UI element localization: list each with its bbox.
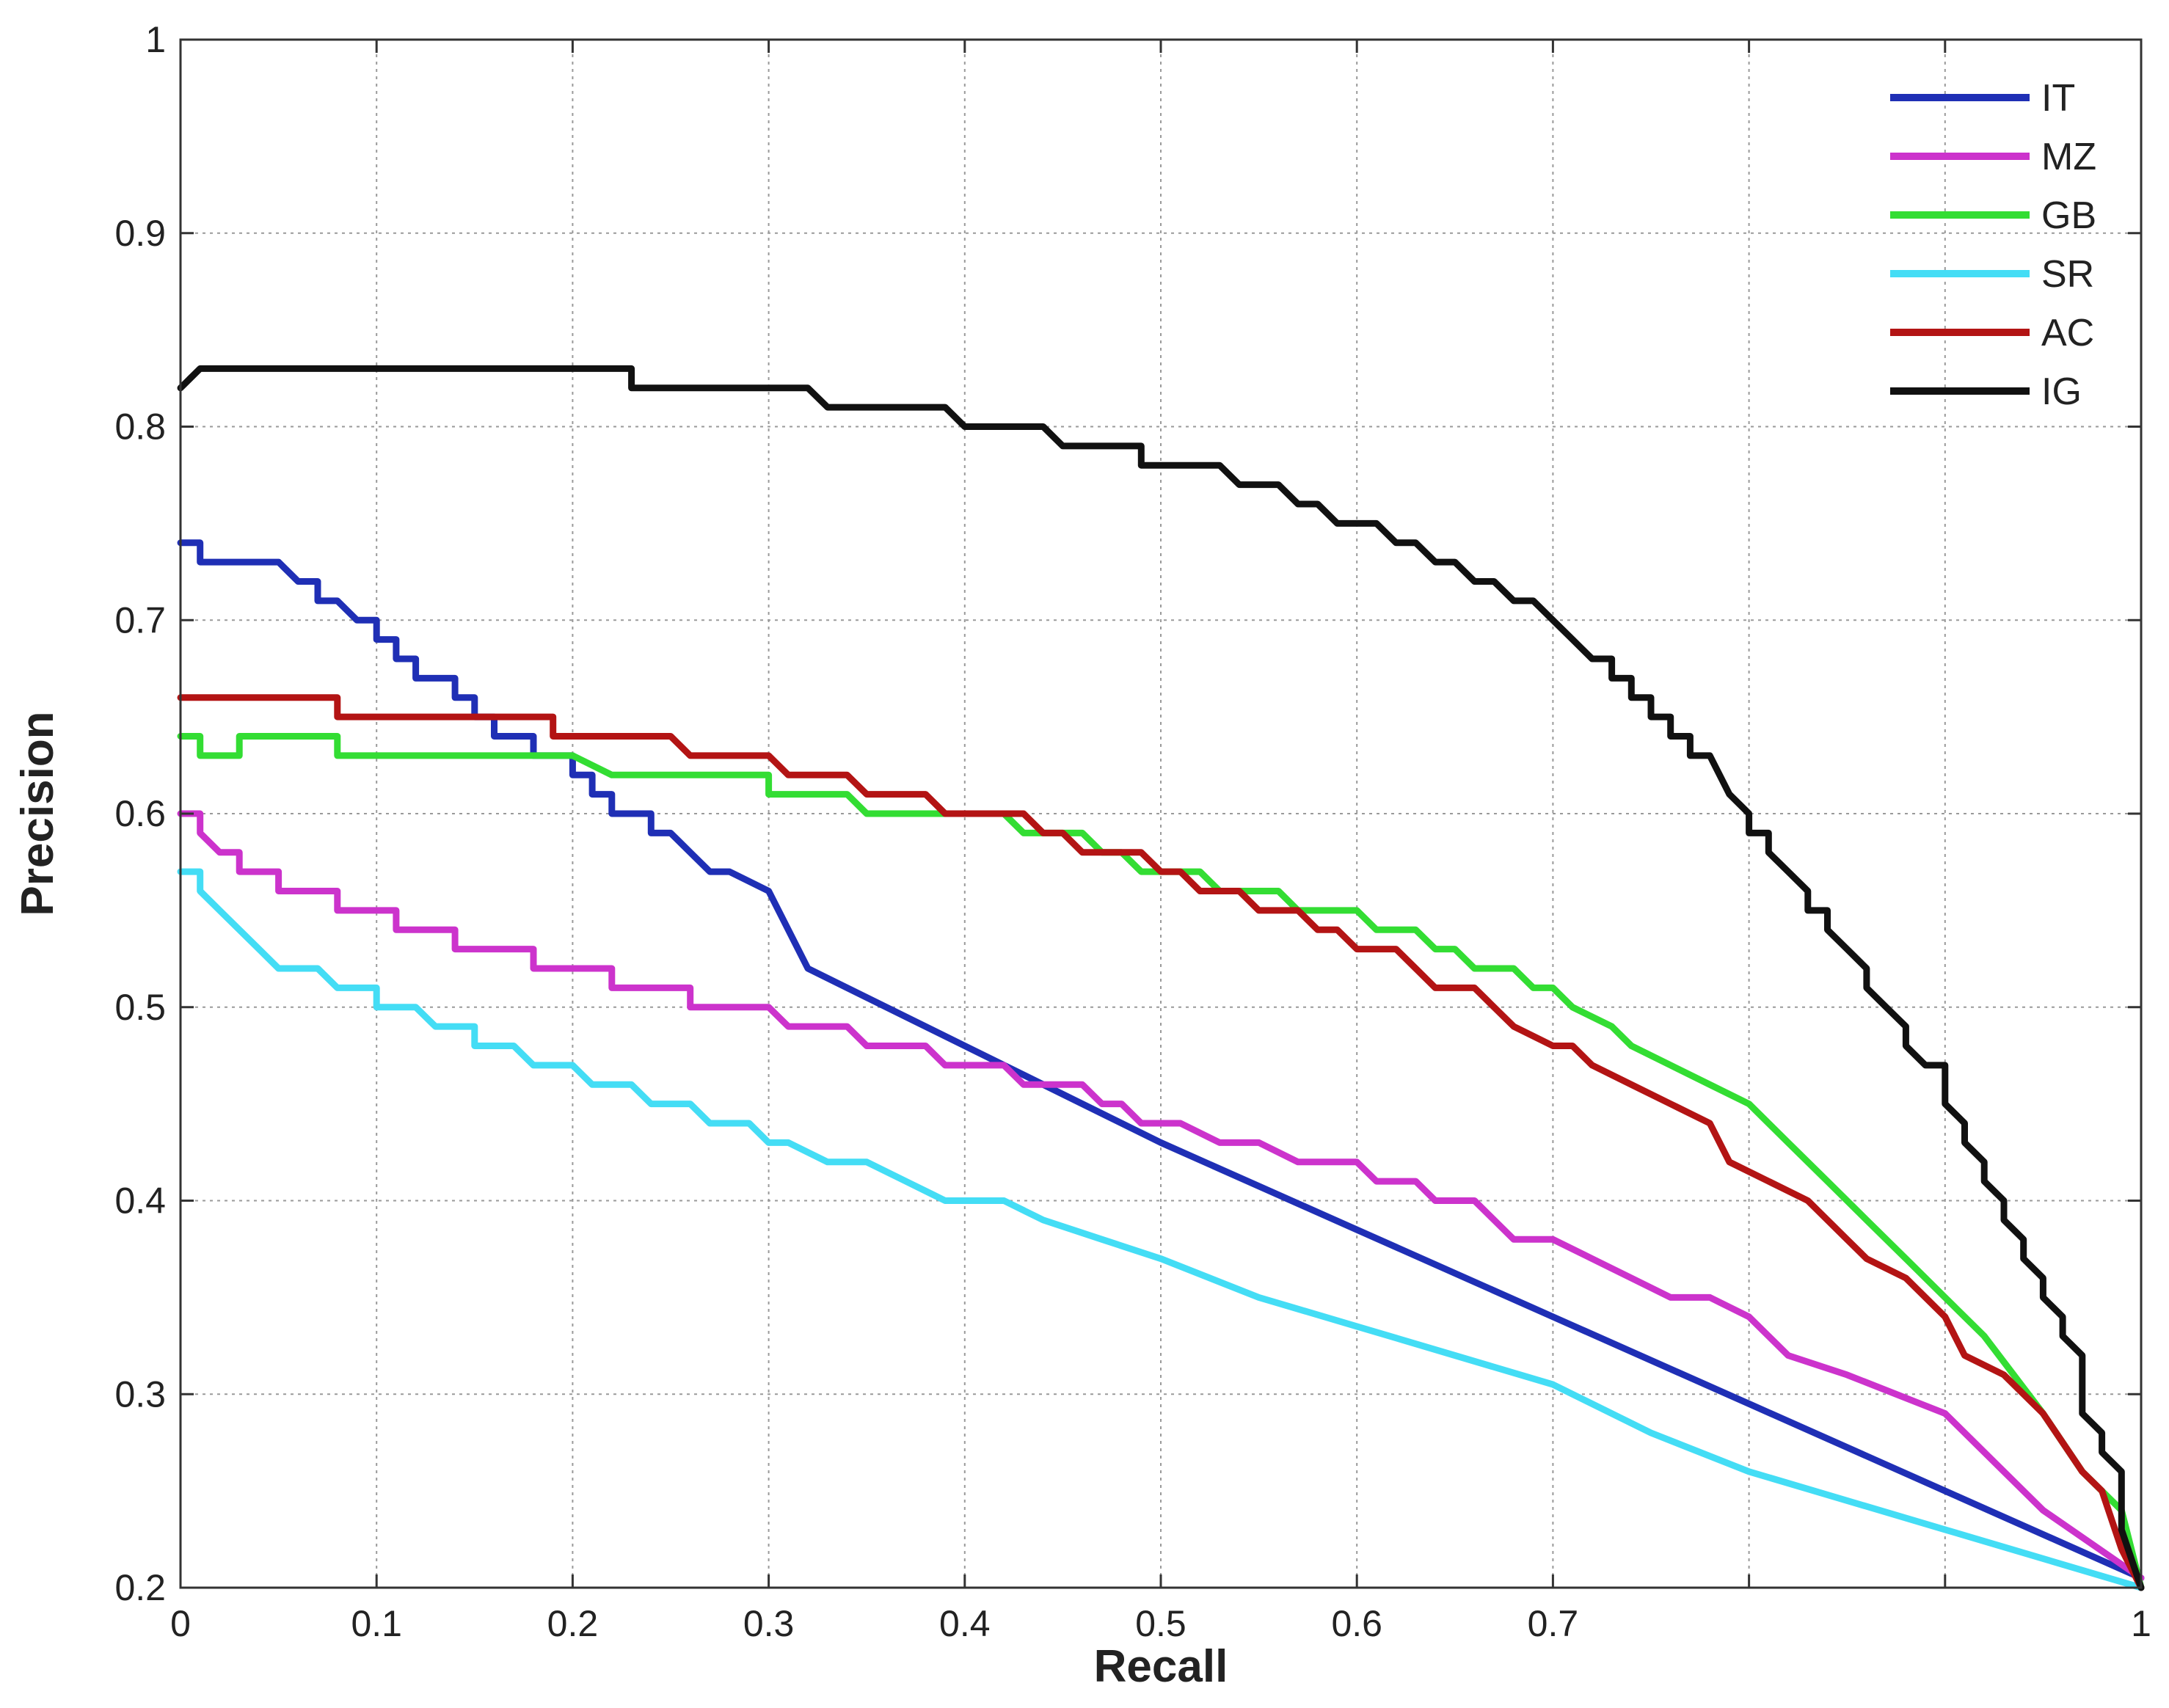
- series-line-it: [177, 539, 2145, 1582]
- y-tick-label: 0.4: [114, 1180, 166, 1222]
- legend-label-sr: SR: [2041, 253, 2094, 296]
- series-line-gb: [177, 733, 2145, 1591]
- y-tick-label: 0.9: [114, 213, 166, 254]
- x-tick-label: 0: [170, 1603, 191, 1644]
- legend-label-mz: MZ: [2041, 136, 2096, 178]
- y-tick-label: 0.2: [114, 1567, 166, 1608]
- x-tick-label: 0.2: [547, 1603, 599, 1644]
- y-tick-label: 0.6: [114, 793, 166, 834]
- series-line-mz: [177, 810, 2145, 1582]
- legend-label-ig: IG: [2041, 371, 2082, 413]
- series-lines: [177, 365, 2145, 1591]
- y-axis-title: Precision: [12, 711, 63, 916]
- x-tick-label: 1: [2131, 1603, 2151, 1644]
- x-tick-label: 0.3: [743, 1603, 795, 1644]
- y-tick-label: 0.8: [114, 406, 166, 448]
- series-line-sr: [177, 868, 2145, 1591]
- x-tick-label: 0.4: [939, 1603, 991, 1644]
- series-line-ig: [177, 365, 2145, 1591]
- axis-ticks: 0 0.1 0.2 0.3 0.4 0.5 0.6 0.7 1 0.2 0.3 0.4 0.5 0.6 0.…: [114, 19, 2151, 1644]
- legend-label-ac: AC: [2041, 312, 2094, 354]
- x-axis-title: Recall: [1094, 1641, 1228, 1692]
- y-tick-label: 0.5: [114, 987, 166, 1028]
- y-tick-label: 0.7: [114, 599, 166, 640]
- grid: [181, 40, 2141, 1588]
- legend: IT MZ GB SR AC IG: [1890, 77, 2096, 413]
- legend-label-gb: GB: [2041, 194, 2096, 237]
- legend-label-it: IT: [2041, 77, 2075, 120]
- y-tick-label: 0.3: [114, 1373, 166, 1415]
- x-tick-label: 0.5: [1135, 1603, 1186, 1644]
- series-line-ac: [177, 694, 2145, 1591]
- x-tick-label: 0.6: [1331, 1603, 1382, 1644]
- x-tick-label: 0.1: [351, 1603, 402, 1644]
- x-tick-label: 0.7: [1528, 1603, 1579, 1644]
- y-tick-label: 1: [145, 19, 166, 60]
